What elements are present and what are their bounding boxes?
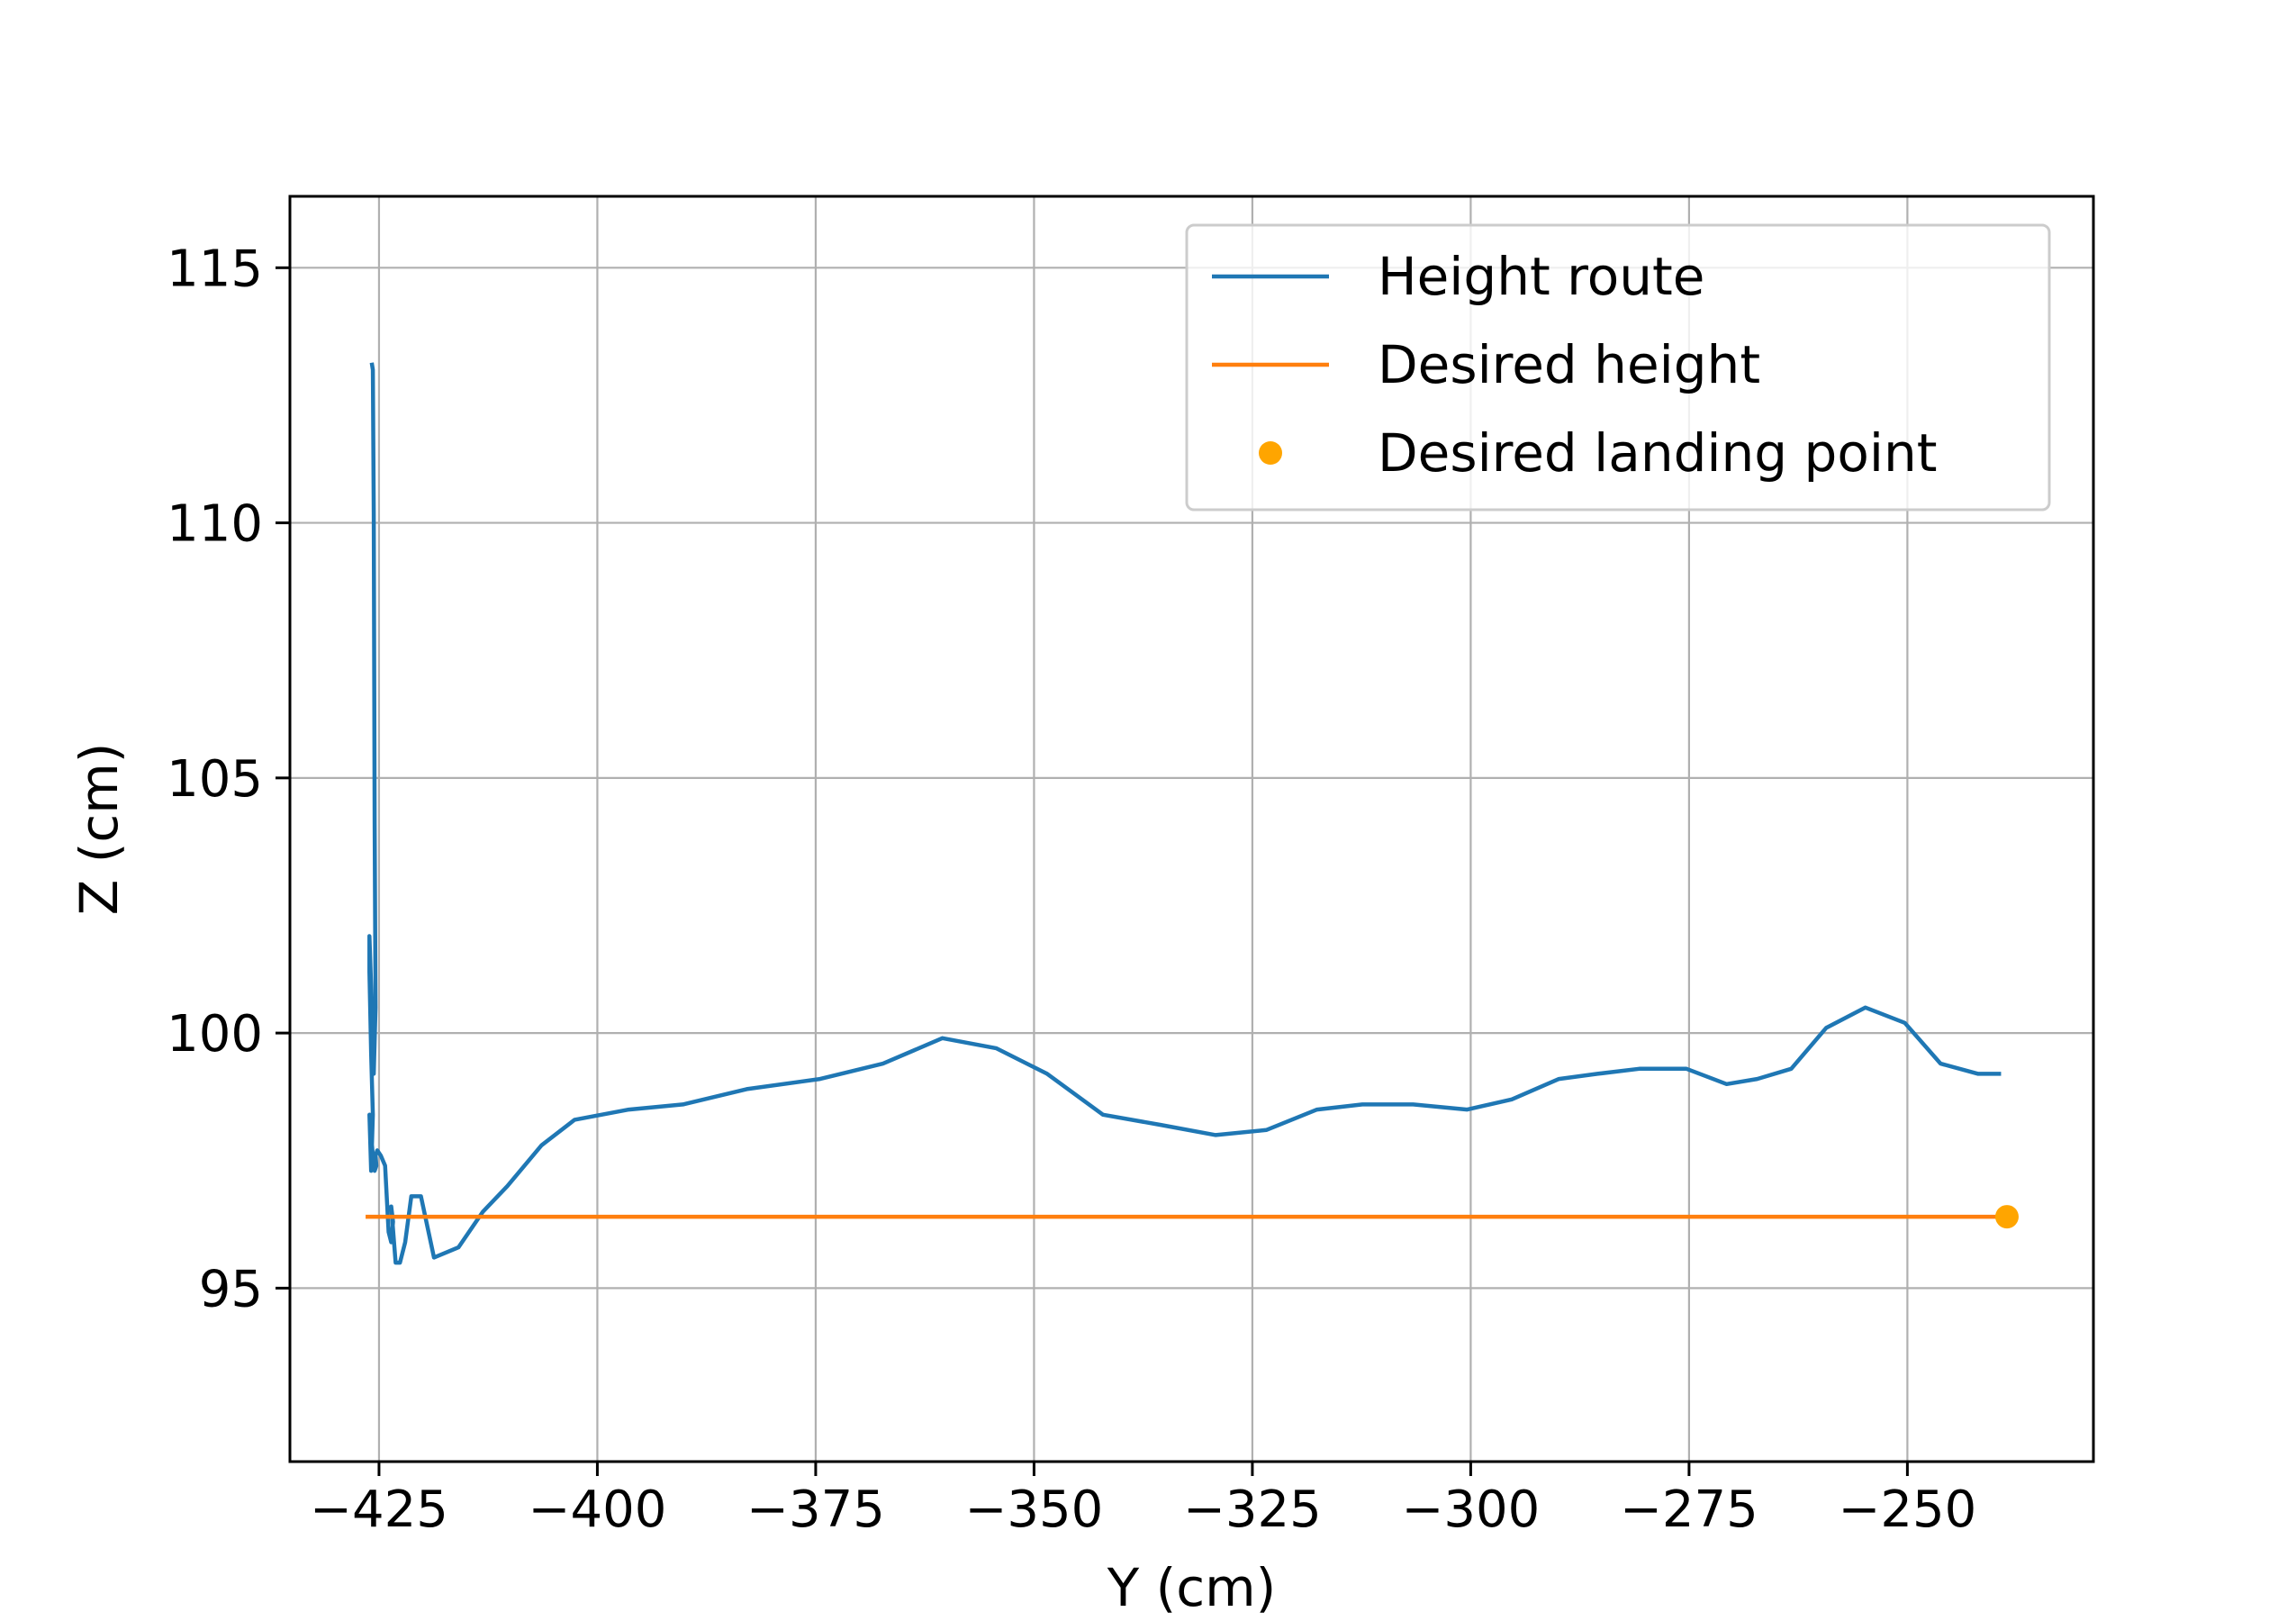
legend-marker-desired-landing-point — [1259, 441, 1282, 465]
axis-ticks: −425 −400 −375 −350 −325 −300 −275 −250 95 100 105… — [167, 240, 1976, 1539]
plot-frame — [288, 195, 2095, 1463]
x-tick-label: −425 — [310, 1481, 448, 1539]
x-tick-label: −350 — [965, 1481, 1104, 1539]
legend-label-desired-landing-point: Desired landing point — [1378, 422, 1937, 484]
y-tick-label: 95 — [199, 1260, 263, 1318]
y-tick-label: 100 — [167, 1005, 263, 1064]
x-tick-label: −250 — [1838, 1481, 1976, 1539]
x-tick-label: −275 — [1620, 1481, 1758, 1539]
y-tick-label: 105 — [167, 750, 263, 809]
x-tick-label: −300 — [1402, 1481, 1541, 1539]
legend-label-desired-height: Desired height — [1378, 334, 1760, 395]
series-point-desired-landing-point — [1994, 1205, 2019, 1229]
legend-label-height-route: Height route — [1378, 246, 1704, 307]
plot-series — [366, 362, 2019, 1265]
y-tick-label: 115 — [167, 240, 263, 298]
y-axis-label: Z (cm) — [68, 743, 130, 916]
x-tick-label: −400 — [529, 1481, 667, 1539]
x-tick-label: −325 — [1183, 1481, 1322, 1539]
x-tick-label: −375 — [746, 1481, 885, 1539]
legend: Height route Desired height Desired land… — [1185, 223, 2051, 512]
legend-box — [1185, 223, 2051, 512]
x-axis-label: Y (cm) — [1107, 1557, 1277, 1618]
y-tick-label: 110 — [167, 495, 263, 554]
series-line-height-route — [367, 362, 2002, 1265]
